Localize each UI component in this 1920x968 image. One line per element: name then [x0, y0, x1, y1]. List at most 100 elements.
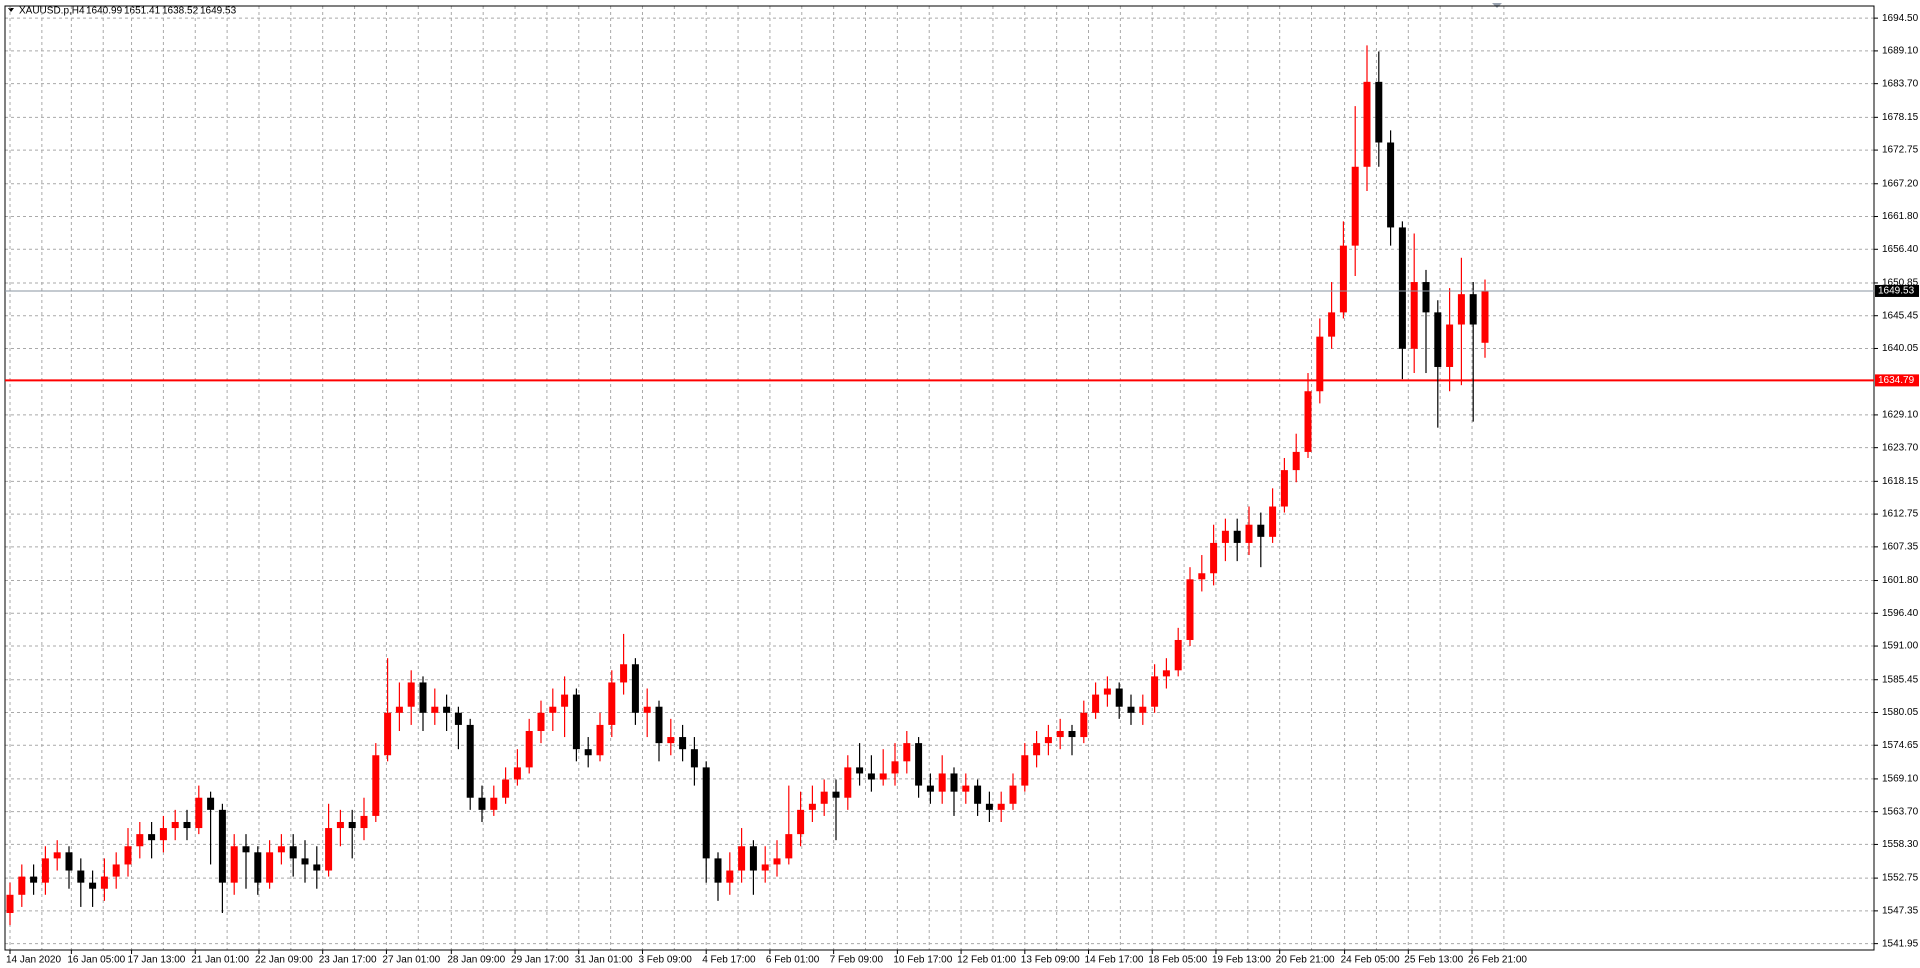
candle-body [242, 846, 250, 853]
candle-body [1304, 391, 1312, 452]
candle-body [1469, 294, 1477, 325]
candle-body [726, 870, 734, 883]
y-tick-label: 1640.05 [1882, 343, 1919, 354]
x-tick-label: 14 Feb 17:00 [1085, 955, 1144, 966]
candle-body [466, 724, 474, 798]
y-tick-label: 1623.70 [1882, 442, 1919, 453]
y-tick-label: 1629.10 [1882, 410, 1919, 421]
y-tick-label: 1580.05 [1882, 707, 1919, 718]
candle-body [89, 882, 97, 889]
x-tick-label: 13 Feb 09:00 [1021, 955, 1080, 966]
candle-body [679, 737, 687, 750]
candle-body [384, 712, 392, 756]
symbol-label: XAUUSD.p,H4 [19, 6, 85, 17]
x-tick-label: 21 Jan 01:00 [191, 955, 249, 966]
candle-body [785, 834, 793, 859]
candle-body [1115, 688, 1123, 707]
candle-body [1245, 524, 1253, 543]
x-tick-label: 12 Feb 01:00 [957, 955, 1016, 966]
y-tick-label: 1612.75 [1882, 509, 1919, 520]
y-tick-label: 1558.30 [1882, 839, 1919, 850]
x-tick-label: 16 Jan 05:00 [67, 955, 125, 966]
candle-body [490, 797, 498, 810]
candle-body [1410, 282, 1418, 349]
x-tick-label: 3 Feb 09:00 [638, 955, 692, 966]
candle-body [667, 737, 675, 744]
candle-body [1103, 688, 1111, 695]
candle-body [1387, 142, 1395, 228]
candle-body [183, 821, 191, 829]
y-tick-label: 1667.20 [1882, 178, 1919, 189]
candle-body [1080, 712, 1088, 738]
x-tick-label: 18 Feb 05:00 [1148, 955, 1207, 966]
candle-body [749, 846, 757, 871]
y-tick-label: 1678.15 [1882, 112, 1919, 123]
x-tick-label: 17 Jan 13:00 [128, 955, 186, 966]
candle-body [1174, 639, 1182, 671]
candle-body [525, 730, 533, 768]
candle-body [419, 682, 427, 713]
candle-body [997, 803, 1005, 810]
candle-body [926, 785, 934, 792]
x-tick-label: 4 Feb 17:00 [702, 955, 756, 966]
last-price-box [1875, 284, 1919, 297]
candle-body [348, 821, 356, 829]
y-tick-label: 1547.35 [1882, 906, 1919, 917]
candle-body [690, 749, 698, 768]
candle-body [797, 809, 805, 835]
candle-body [1257, 524, 1265, 537]
x-tick-label: 25 Feb 13:00 [1404, 955, 1463, 966]
y-tick-label: 1650.85 [1882, 278, 1919, 289]
candle-body [513, 767, 521, 780]
candle-body [1280, 470, 1288, 507]
y-tick-label: 1672.75 [1882, 145, 1919, 156]
x-tick-label: 10 Feb 17:00 [893, 955, 952, 966]
candle-body [336, 821, 344, 829]
y-tick-label: 1656.40 [1882, 244, 1919, 255]
candle-body [1044, 737, 1052, 744]
y-tick-label: 1591.00 [1882, 641, 1919, 652]
candle-body [1422, 282, 1430, 313]
candle-body [1351, 166, 1359, 246]
candle-body [549, 706, 557, 713]
candle-body [124, 846, 132, 865]
candle-body [171, 821, 179, 829]
candle-body [1457, 294, 1465, 325]
x-tick-label: 20 Feb 21:00 [1276, 955, 1335, 966]
candle-body [77, 870, 85, 883]
candle-body [974, 785, 982, 804]
x-tick-label: 31 Jan 01:00 [575, 955, 633, 966]
candle-body [856, 767, 864, 774]
candle-body [289, 846, 297, 859]
candle-body [1375, 81, 1383, 143]
candle-body [100, 876, 108, 889]
x-tick-label: 26 Feb 21:00 [1468, 955, 1527, 966]
candle-body [938, 773, 946, 792]
candle-body [832, 791, 840, 798]
candle-body [266, 852, 274, 883]
candle-body [820, 791, 828, 804]
candle-body [985, 803, 993, 810]
candle-body [1186, 579, 1194, 640]
y-tick-label: 1694.50 [1882, 13, 1919, 24]
candle-body [30, 876, 38, 883]
candle-body [148, 834, 156, 841]
candle-body [1481, 290, 1489, 343]
candle-body [502, 779, 510, 798]
candle-body [1398, 227, 1406, 349]
candle-body [1139, 706, 1147, 713]
price-level-label: 1634.79 [1878, 375, 1915, 386]
candle-body [159, 828, 167, 841]
candle-body [1339, 245, 1347, 313]
candle-body [1446, 324, 1454, 367]
candle-body [407, 682, 415, 707]
candle-body [136, 834, 144, 847]
candle-body [65, 852, 73, 871]
candle-body [1162, 670, 1170, 677]
candle-body [950, 773, 958, 792]
header-close: 1649.53 [200, 6, 237, 17]
candle-body [962, 785, 970, 792]
candle-body [218, 809, 226, 883]
candle-body [207, 797, 215, 810]
